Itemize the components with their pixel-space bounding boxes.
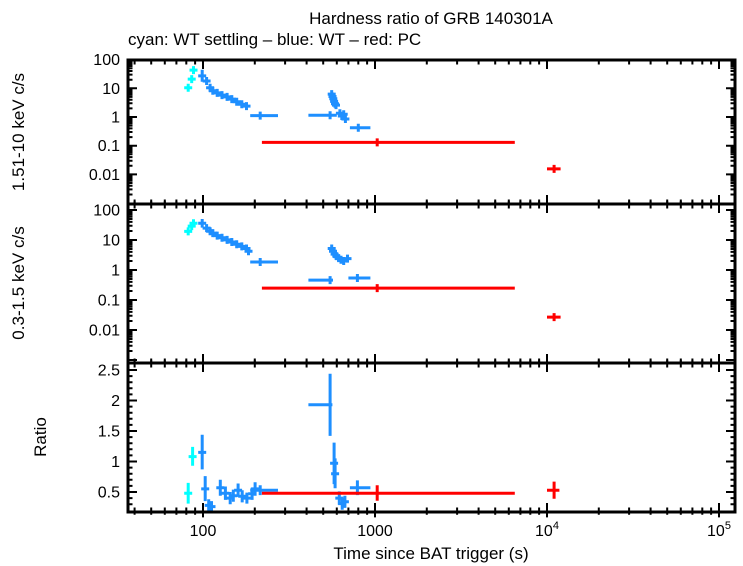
data-point	[213, 88, 222, 97]
data-point	[229, 489, 238, 502]
data-point	[261, 485, 515, 501]
y-tick-label: 100	[93, 203, 120, 220]
panel-ratio: 2.5 2 1.5 1 0.5	[98, 357, 737, 518]
panel-frame-ratio	[126, 361, 737, 514]
chart-title: Hardness ratio of GRB 140301A	[309, 9, 553, 28]
panel-soft: 100 10 1 0.1 0.01	[89, 198, 737, 365]
data-point	[201, 476, 210, 502]
data-point	[341, 115, 350, 123]
major-ticks	[128, 357, 735, 518]
data-point	[184, 83, 193, 92]
data-point	[261, 284, 515, 293]
y-tick-label: 10	[102, 81, 120, 98]
data-point	[218, 91, 226, 100]
data-point	[340, 495, 349, 508]
data-point	[221, 486, 230, 500]
panel-data-hard	[184, 66, 561, 173]
series-blue	[198, 373, 371, 511]
data-point	[202, 77, 211, 85]
y-tick-label: 100	[93, 52, 120, 69]
data-point	[218, 233, 226, 242]
data-point	[223, 235, 232, 244]
y-tick-label: 1	[111, 263, 120, 280]
data-point	[189, 219, 198, 228]
data-point	[250, 111, 278, 120]
data-point	[250, 258, 278, 266]
y-tick-label: 1	[111, 454, 120, 471]
series-blue	[198, 219, 371, 285]
series-blue	[198, 69, 371, 132]
data-point	[331, 458, 340, 489]
y-tick-label: 10	[102, 233, 120, 250]
data-point	[339, 110, 348, 119]
x-tick-label: 100	[190, 523, 217, 540]
series-red	[261, 481, 560, 501]
data-point	[547, 313, 561, 322]
data-point	[332, 101, 340, 110]
data-point	[261, 138, 515, 147]
data-point	[189, 66, 198, 75]
data-point	[238, 490, 247, 503]
y-tick-label: 0.5	[98, 485, 120, 502]
data-point	[198, 219, 207, 228]
data-point	[208, 86, 217, 95]
series-cyan	[184, 66, 198, 92]
series-red	[261, 284, 561, 322]
data-point	[250, 485, 278, 496]
series-cyan	[184, 446, 197, 504]
data-point	[308, 373, 333, 436]
data-point	[232, 240, 241, 249]
y-tick-label: 0.1	[98, 138, 120, 155]
panel-data-ratio	[184, 373, 560, 511]
y-tick-label: 2	[111, 393, 120, 410]
series-cyan	[184, 219, 198, 236]
y-tick-label: 1.5	[98, 424, 120, 441]
data-point	[207, 501, 216, 511]
data-point	[184, 227, 193, 236]
data-point	[184, 482, 193, 504]
data-point	[213, 231, 222, 240]
data-point	[308, 111, 337, 120]
y-tick-label: 0.1	[98, 293, 120, 310]
y-tick-label: 1	[111, 110, 120, 127]
data-point	[242, 102, 251, 111]
data-point	[547, 481, 560, 499]
data-point	[198, 434, 207, 470]
y-axis-label-ratio: Ratio	[31, 417, 50, 457]
chart-legend-note: cyan: WT settling – blue: WT – red: PC	[128, 30, 421, 49]
data-point	[242, 492, 251, 504]
data-point	[227, 95, 236, 104]
data-point	[244, 247, 253, 256]
panel-hard: 100 10 1 0.1 0.01	[89, 52, 737, 206]
panel-data-soft	[184, 219, 561, 322]
data-point	[216, 479, 225, 496]
x-tick-label: 1000	[357, 523, 393, 540]
data-point	[187, 75, 196, 84]
y-tick-label: 2.5	[98, 363, 120, 380]
data-point	[343, 254, 352, 263]
data-point	[547, 164, 561, 173]
data-point	[198, 69, 207, 82]
y-tick-label: 0.01	[89, 167, 120, 184]
y-tick-label: 0.01	[89, 323, 120, 340]
panels-group: 100 10 1 0.1 0.01 100 10 1 0.1 0.01 2.5 2 1.5 1 0.5	[89, 52, 737, 518]
data-point	[188, 446, 197, 466]
data-point	[237, 242, 246, 251]
data-point	[232, 97, 241, 106]
x-axis-title: Time since BAT trigger (s)	[333, 544, 528, 563]
y-axis-label-hard: 1.51-10 keV c/s	[9, 73, 28, 191]
data-point	[227, 238, 236, 246]
data-point	[237, 100, 246, 109]
data-point	[348, 274, 371, 282]
y-axis-label-soft: 0.3-1.5 keV c/s	[9, 226, 28, 339]
data-point	[308, 276, 333, 285]
data-point	[223, 92, 232, 101]
data-point	[349, 123, 371, 132]
series-red	[261, 138, 561, 173]
data-point	[208, 229, 217, 238]
